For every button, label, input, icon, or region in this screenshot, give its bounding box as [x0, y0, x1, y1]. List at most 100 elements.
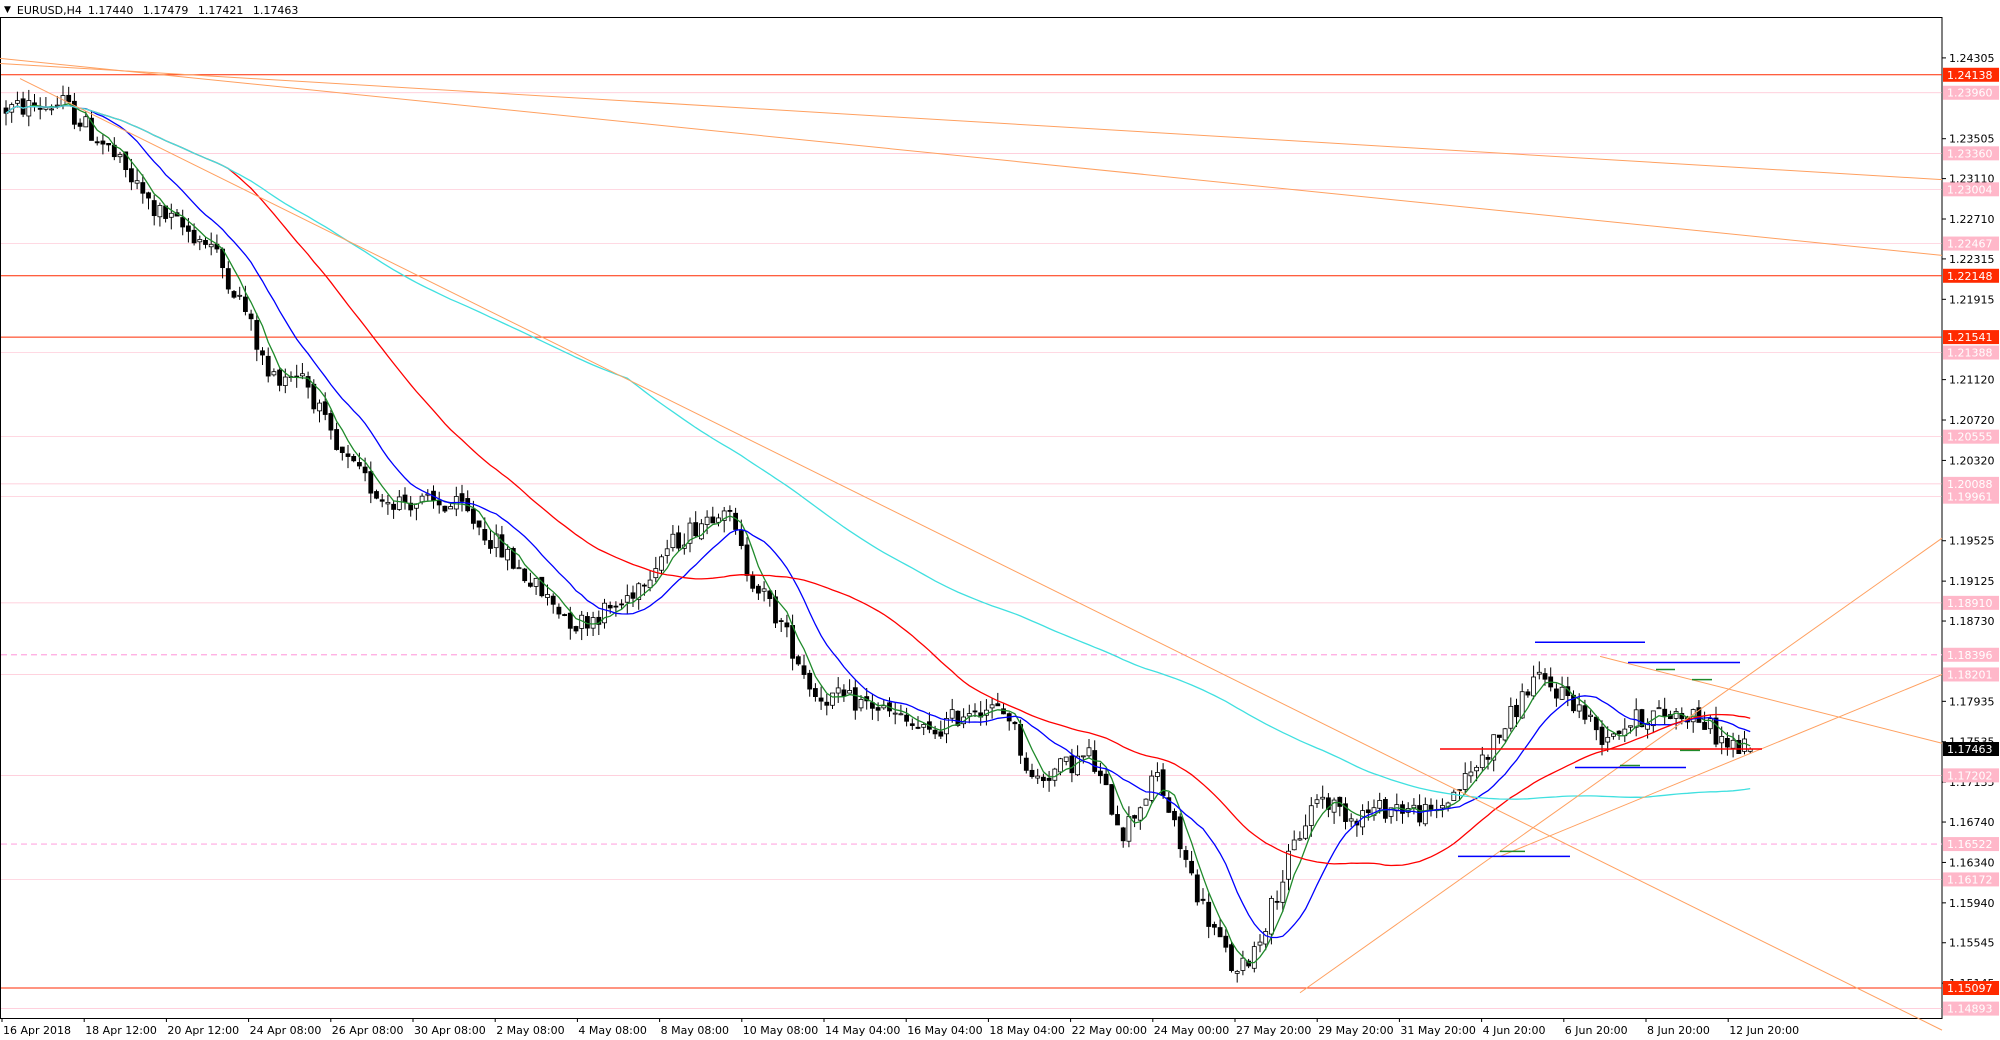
candle — [1109, 784, 1115, 816]
candle-body — [1628, 725, 1633, 728]
candle-body — [1257, 941, 1263, 946]
candle-body — [1223, 935, 1229, 948]
candle-body — [949, 709, 955, 719]
candle — [191, 223, 197, 246]
candle — [761, 581, 767, 602]
candle — [1251, 941, 1257, 973]
candle — [528, 572, 533, 588]
candle — [374, 489, 379, 500]
candle-body — [1075, 755, 1080, 776]
candle — [1012, 720, 1018, 731]
candle — [1303, 814, 1308, 841]
candle — [1548, 667, 1554, 692]
candle — [915, 716, 921, 730]
candle-body — [1417, 805, 1422, 823]
candle — [1434, 799, 1440, 819]
candle — [1502, 727, 1508, 742]
candle — [1696, 700, 1702, 723]
candle — [1115, 805, 1120, 826]
candle — [670, 525, 676, 552]
candle-body — [83, 116, 89, 128]
candle-body — [664, 548, 670, 556]
candle-body — [1736, 739, 1742, 755]
candle-body — [1314, 799, 1320, 804]
candle-body — [334, 429, 340, 450]
candle-body — [1274, 900, 1280, 903]
x-tick-label: 26 Apr 08:00 — [332, 1024, 404, 1037]
candle-body — [756, 585, 761, 594]
candle — [1508, 697, 1514, 732]
candle — [801, 654, 807, 679]
candle-body — [773, 596, 778, 624]
candle — [892, 702, 898, 725]
candle-body — [721, 510, 727, 521]
candle — [1206, 892, 1212, 939]
candle — [1046, 771, 1052, 792]
candle — [254, 313, 260, 362]
candle-body — [379, 499, 385, 502]
candle — [784, 614, 790, 638]
candle-body — [1525, 691, 1531, 696]
x-tick-label: 12 Jun 20:00 — [1729, 1024, 1799, 1037]
candle — [231, 290, 237, 299]
candle-body — [744, 544, 750, 576]
level-price-badge — [1943, 476, 1999, 491]
candle-body — [1269, 898, 1274, 935]
candle — [744, 537, 750, 582]
candle — [111, 137, 117, 161]
candle — [203, 237, 208, 249]
candle — [317, 399, 322, 423]
candle-body — [704, 516, 710, 525]
candle — [795, 654, 801, 666]
symbol-label: EURUSD,H4 — [16, 3, 82, 17]
y-tick-label: 1.16740 — [1949, 816, 1995, 829]
candle — [1132, 814, 1137, 828]
candle — [1576, 693, 1582, 719]
candle-body — [522, 568, 528, 582]
candle-body — [550, 595, 556, 605]
candle — [37, 97, 43, 120]
candle-body — [106, 143, 111, 146]
candle-body — [824, 701, 830, 706]
candle — [1428, 798, 1434, 817]
x-tick-label: 31 May 20:00 — [1400, 1024, 1475, 1037]
candle — [1029, 763, 1035, 779]
level-price-label: 1.14893 — [1947, 1003, 1993, 1016]
candle-body — [573, 626, 579, 632]
candle — [391, 501, 397, 519]
candle-body — [1052, 768, 1058, 781]
level-price-label: 1.16172 — [1947, 873, 1993, 886]
candle-body — [231, 291, 237, 298]
candle-body — [778, 620, 784, 623]
candle — [442, 505, 448, 514]
candle — [117, 151, 123, 164]
candle-body — [528, 582, 533, 587]
candle-body — [1001, 708, 1006, 715]
candle-body — [955, 710, 961, 726]
candle-body — [362, 466, 368, 474]
candle-body — [921, 723, 927, 728]
candle — [197, 235, 203, 251]
x-tick-label: 16 May 04:00 — [907, 1024, 982, 1037]
collapse-triangle-icon[interactable]: ▼ — [4, 5, 11, 15]
candle — [413, 503, 419, 521]
candle-body — [1554, 688, 1559, 699]
candle — [693, 511, 699, 538]
candle-body — [311, 383, 317, 410]
candle — [1149, 770, 1155, 803]
level-price-label: 1.24138 — [1947, 69, 1993, 82]
level-price-label: 1.23960 — [1947, 87, 1993, 100]
candle-body — [1576, 704, 1582, 712]
candle-body — [556, 606, 562, 615]
candle-body — [1611, 733, 1616, 737]
candle-body — [590, 617, 596, 629]
candle-body — [1343, 803, 1348, 822]
candle — [1200, 888, 1206, 905]
candle-body — [157, 205, 163, 218]
candle-body — [693, 522, 699, 537]
candle-body — [1725, 737, 1730, 748]
level-price-label: 1.18396 — [1947, 649, 1993, 662]
candle-body — [1702, 721, 1707, 730]
candle — [1605, 726, 1611, 752]
